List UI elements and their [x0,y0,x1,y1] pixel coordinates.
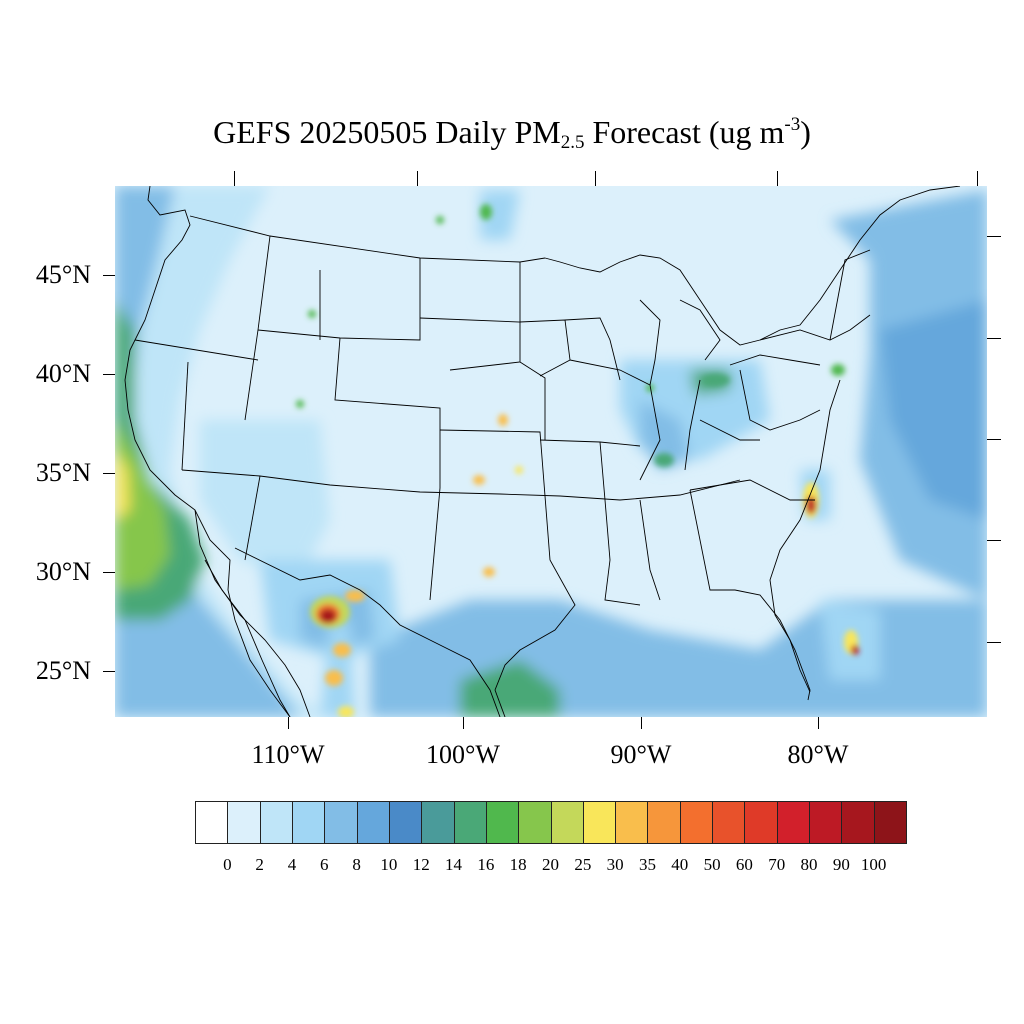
colorbar-label: 14 [445,855,463,874]
right-tick-4 [987,540,1001,541]
lon-label-80w: 80°W [787,740,849,769]
boundaries [124,186,961,717]
colorbar-label: 2 [255,855,264,874]
top-tick-5 [977,171,978,186]
colorbar-label: 20 [542,855,559,874]
colorbar-label: 0 [223,855,232,874]
colorbar-label: 100 [860,855,887,874]
top-tick-4 [777,171,778,186]
concentration-field [115,186,987,717]
lon-tick-90 [641,717,642,729]
lat-tick-30 [103,572,115,573]
lat-label-30: 30°N [35,557,91,586]
lat-tick-45 [103,275,115,276]
colorbar-box [712,801,746,844]
colorbar-label: 8 [352,855,361,874]
title-superscript: -3 [784,114,801,135]
colorbar-box [421,801,455,844]
colorbar-box [776,801,810,844]
colorbar-box [388,801,422,844]
colorbar-box [356,801,390,844]
colorbar-label: 80 [800,855,818,874]
title-subscript: 2.5 [560,132,585,153]
lon-tick-80 [818,717,819,729]
colorbar-label: 12 [412,855,430,874]
colorbar-label: 25 [574,855,592,874]
lon-tick-110 [288,717,289,729]
top-tick-2 [417,171,418,186]
top-tick-1 [234,171,235,186]
colorbar-label: 90 [832,855,850,874]
colorbar-box [291,801,325,844]
lat-label-25: 25°N [35,656,91,685]
colorbar-label: 40 [671,855,689,874]
colorbar-box [744,801,778,844]
lat-label-40: 40°N [35,359,91,388]
colorbar-box [550,801,584,844]
colorbar-box [453,801,487,844]
colorbar-label: 4 [287,855,297,874]
colorbar-label: 30 [606,855,624,874]
colorbar-box [195,801,228,844]
colorbar-box [679,801,713,844]
lon-label-110w: 110°W [251,740,325,769]
colorbar-label: 60 [735,855,753,874]
colorbar-box [485,801,519,844]
colorbar-label: 16 [477,855,495,874]
lon-label-100w: 100°W [426,740,500,769]
colorbar-box [873,801,907,844]
title-middle: Forecast (ug m [584,114,785,150]
lat-label-45: 45°N [35,260,91,289]
colorbar-label: 50 [703,855,721,874]
colorbar [195,801,907,844]
lon-tick-100 [463,717,464,729]
map-canvas [115,186,987,717]
colorbar-label: 6 [320,855,329,874]
colorbar-box [615,801,649,844]
right-tick-2 [987,338,1001,339]
lat-tick-25 [103,671,115,672]
lat-label-35: 35°N [35,458,91,487]
colorbar-box [324,801,358,844]
hotspot-layer [296,204,859,717]
lat-tick-40 [103,374,115,375]
title-suffix: ) [800,114,811,150]
chart-title: GEFS 20250505 Daily PM2.5 Forecast (ug m… [0,112,1024,152]
colorbar-box [841,801,875,844]
top-tick-3 [595,171,596,186]
colorbar-box [809,801,843,844]
colorbar-label: 10 [380,855,398,874]
right-tick-5 [987,642,1001,643]
right-tick-1 [987,236,1001,237]
colorbar-label: 35 [638,855,656,874]
colorbar-label: 70 [768,855,786,874]
colorbar-box [259,801,293,844]
title-prefix: GEFS 20250505 Daily PM [213,114,561,150]
pm25-map [115,186,987,717]
mexico-coast [194,509,506,717]
lat-tick-35 [103,473,115,474]
colorbar-box [582,801,616,844]
colorbar-box [647,801,681,844]
right-tick-3 [987,439,1001,440]
colorbar-label: 18 [509,855,527,874]
lon-label-90w: 90°W [610,740,672,769]
colorbar-box [518,801,552,844]
colorbar-box [227,801,261,844]
